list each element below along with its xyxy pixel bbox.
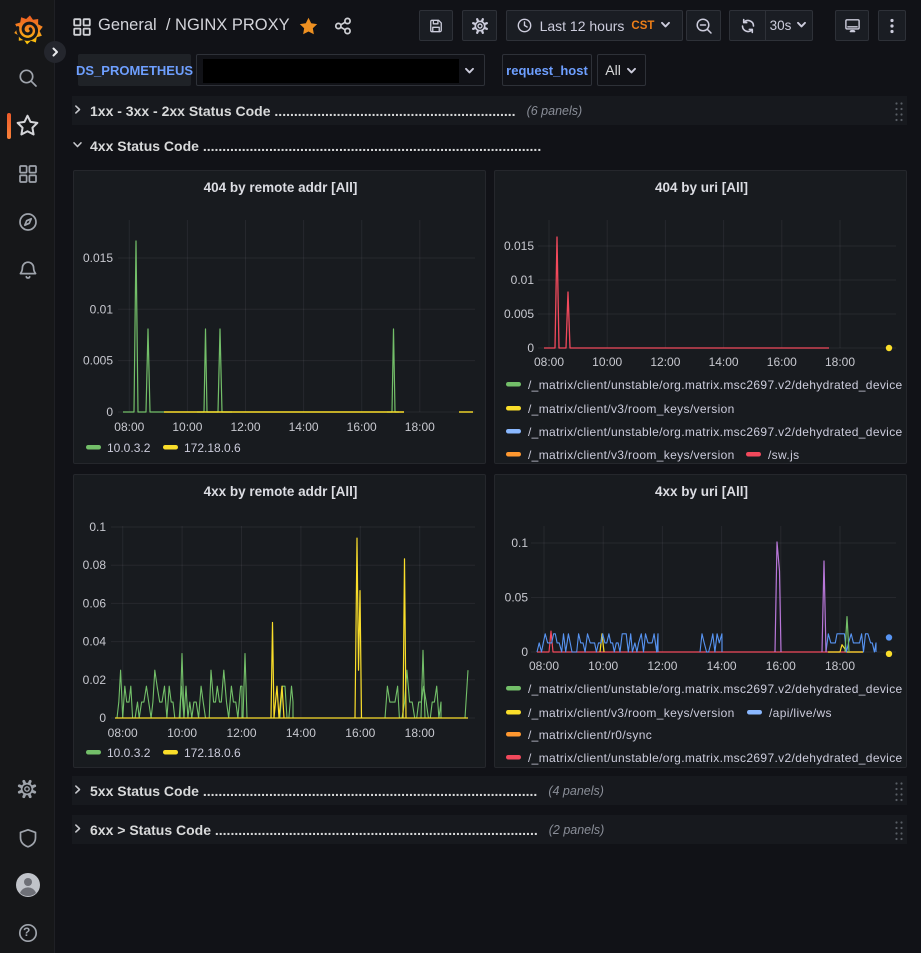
svg-text:/_matrix/client/unstable/org.m: /_matrix/client/unstable/org.matrix.msc2… (528, 682, 903, 696)
svg-text:16:00: 16:00 (347, 420, 377, 434)
svg-text:10:00: 10:00 (172, 420, 202, 434)
svg-text:16:00: 16:00 (766, 659, 796, 673)
svg-text:0: 0 (527, 341, 534, 355)
svg-text:18:00: 18:00 (825, 355, 855, 369)
svg-text:0: 0 (521, 645, 528, 659)
svg-text:10.0.3.2: 10.0.3.2 (107, 746, 151, 760)
svg-text:12:00: 12:00 (650, 355, 680, 369)
svg-text:/_matrix/client/v3/room_keys/v: /_matrix/client/v3/room_keys/version (528, 448, 735, 462)
svg-text:4xx by remote addr [All]: 4xx by remote addr [All] (204, 484, 358, 499)
svg-text:08:00: 08:00 (108, 726, 138, 740)
svg-text:/_matrix/client/v3/room_keys/v: /_matrix/client/v3/room_keys/version (528, 706, 735, 720)
svg-text:172.18.0.6: 172.18.0.6 (184, 441, 241, 455)
svg-text:0.015: 0.015 (504, 239, 534, 253)
svg-text:18:00: 18:00 (405, 420, 435, 434)
svg-text:0.1: 0.1 (89, 520, 106, 534)
svg-text:0.015: 0.015 (83, 251, 113, 265)
svg-text:/_matrix/client/unstable/org.m: /_matrix/client/unstable/org.matrix.msc2… (528, 378, 903, 392)
svg-text:/sw.js: /sw.js (768, 448, 799, 462)
svg-text:0.005: 0.005 (83, 354, 113, 368)
svg-text:10.0.3.2: 10.0.3.2 (107, 441, 151, 455)
svg-text:16:00: 16:00 (767, 355, 797, 369)
svg-text:18:00: 18:00 (825, 659, 855, 673)
svg-text:/_matrix/client/unstable/org.m: /_matrix/client/unstable/org.matrix.msc2… (528, 751, 903, 765)
svg-text:0.04: 0.04 (83, 635, 107, 649)
svg-text:/_matrix/client/r0/sync: /_matrix/client/r0/sync (528, 728, 652, 742)
svg-text:404 by uri [All]: 404 by uri [All] (655, 180, 748, 195)
svg-text:10:00: 10:00 (588, 659, 618, 673)
svg-text:08:00: 08:00 (114, 420, 144, 434)
svg-text:14:00: 14:00 (707, 659, 737, 673)
svg-text:/api/live/ws: /api/live/ws (769, 706, 832, 720)
svg-text:10:00: 10:00 (167, 726, 197, 740)
svg-text:0.01: 0.01 (511, 273, 535, 287)
svg-text:0: 0 (106, 405, 113, 419)
svg-text:0: 0 (99, 711, 106, 725)
svg-text:18:00: 18:00 (405, 726, 435, 740)
svg-text:14:00: 14:00 (289, 420, 319, 434)
svg-text:172.18.0.6: 172.18.0.6 (184, 746, 241, 760)
svg-text:12:00: 12:00 (226, 726, 256, 740)
svg-text:0.1: 0.1 (511, 536, 528, 550)
svg-text:08:00: 08:00 (529, 659, 559, 673)
svg-text:14:00: 14:00 (286, 726, 316, 740)
svg-text:0.01: 0.01 (90, 302, 114, 316)
svg-text:12:00: 12:00 (230, 420, 260, 434)
svg-text:16:00: 16:00 (345, 726, 375, 740)
svg-text:0.06: 0.06 (83, 596, 107, 610)
svg-text:10:00: 10:00 (592, 355, 622, 369)
svg-text:0.05: 0.05 (505, 591, 529, 605)
svg-text:404 by remote addr [All]: 404 by remote addr [All] (204, 180, 358, 195)
svg-text:08:00: 08:00 (534, 355, 564, 369)
svg-text:/_matrix/client/unstable/org.m: /_matrix/client/unstable/org.matrix.msc2… (528, 425, 903, 439)
svg-text:4xx by uri [All]: 4xx by uri [All] (655, 484, 748, 499)
svg-text:0.005: 0.005 (504, 307, 534, 321)
svg-text:0.08: 0.08 (83, 558, 107, 572)
svg-text:/_matrix/client/v3/room_keys/v: /_matrix/client/v3/room_keys/version (528, 402, 735, 416)
svg-text:12:00: 12:00 (647, 659, 677, 673)
svg-text:0.02: 0.02 (83, 673, 107, 687)
svg-text:14:00: 14:00 (709, 355, 739, 369)
